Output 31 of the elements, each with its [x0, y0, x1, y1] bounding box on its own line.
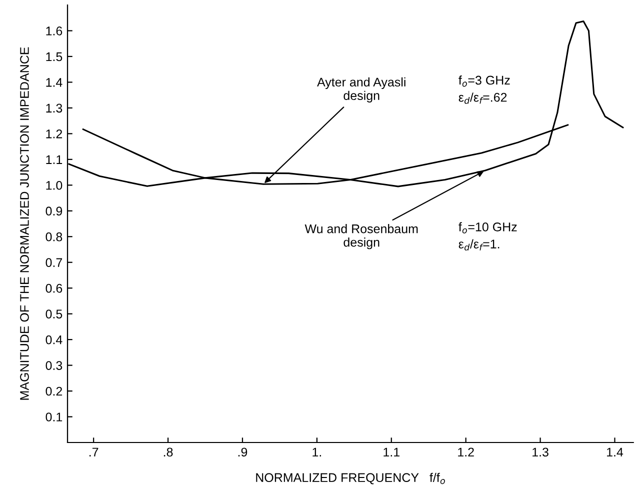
y-tick-label: 1.4: [46, 78, 62, 87]
x-tick-label: .7: [90, 448, 98, 456]
y-tick-label: 0.5: [46, 310, 62, 318]
x-tick-label: .9: [238, 448, 248, 457]
text: Wu and Rosenbaum design: [304, 224, 418, 250]
y-tick-label: 0.9: [46, 206, 62, 216]
line-series: [82, 124, 569, 185]
x-tick-label: 1.3: [532, 448, 548, 457]
y-axis-title: MAGNITUDE OF THE NORMALIZED JUNCTION IMPEDANCE: [20, 47, 29, 400]
y-tick-label: 1.5: [46, 52, 62, 62]
x-tick-label: 1.4: [607, 448, 624, 456]
text: Ayter and Ayasli design: [317, 77, 406, 102]
x-tick-label: 1.: [312, 448, 322, 456]
y-tick-label: 0.3: [46, 361, 62, 370]
y-tick-label: 0.1: [46, 412, 62, 422]
y-tick-label: 0.8: [46, 232, 62, 242]
y-tick-label: 1.6: [46, 26, 62, 36]
x-axis-title: NORMALIZED FREQUENCY f/f$_{o}$: [256, 472, 445, 484]
x-tick-label: 1.2: [458, 448, 474, 456]
y-tick-label: 0.6: [46, 284, 62, 293]
x-tick-label: 1.1: [384, 448, 400, 456]
y-tick-label: 0.2: [46, 386, 62, 396]
y-tick-label: 0.4: [46, 335, 62, 344]
y-tick-label: 1.2: [46, 129, 62, 138]
y-tick-label: 0.7: [46, 258, 62, 268]
y-tick-label: 1.0: [46, 180, 62, 190]
x-tick-label: .8: [164, 448, 173, 457]
y-tick-label: 1.3: [46, 104, 62, 113]
y-tick-label: 1.1: [46, 155, 62, 164]
annotation: f$_{o}$=3 GHz ε$_{d}$/ε$_{f}$=.62: [458, 75, 510, 104]
annotation: f$_{o}$=10 GHz ε$_{d}$/ε$_{f}$=1.: [458, 222, 517, 251]
